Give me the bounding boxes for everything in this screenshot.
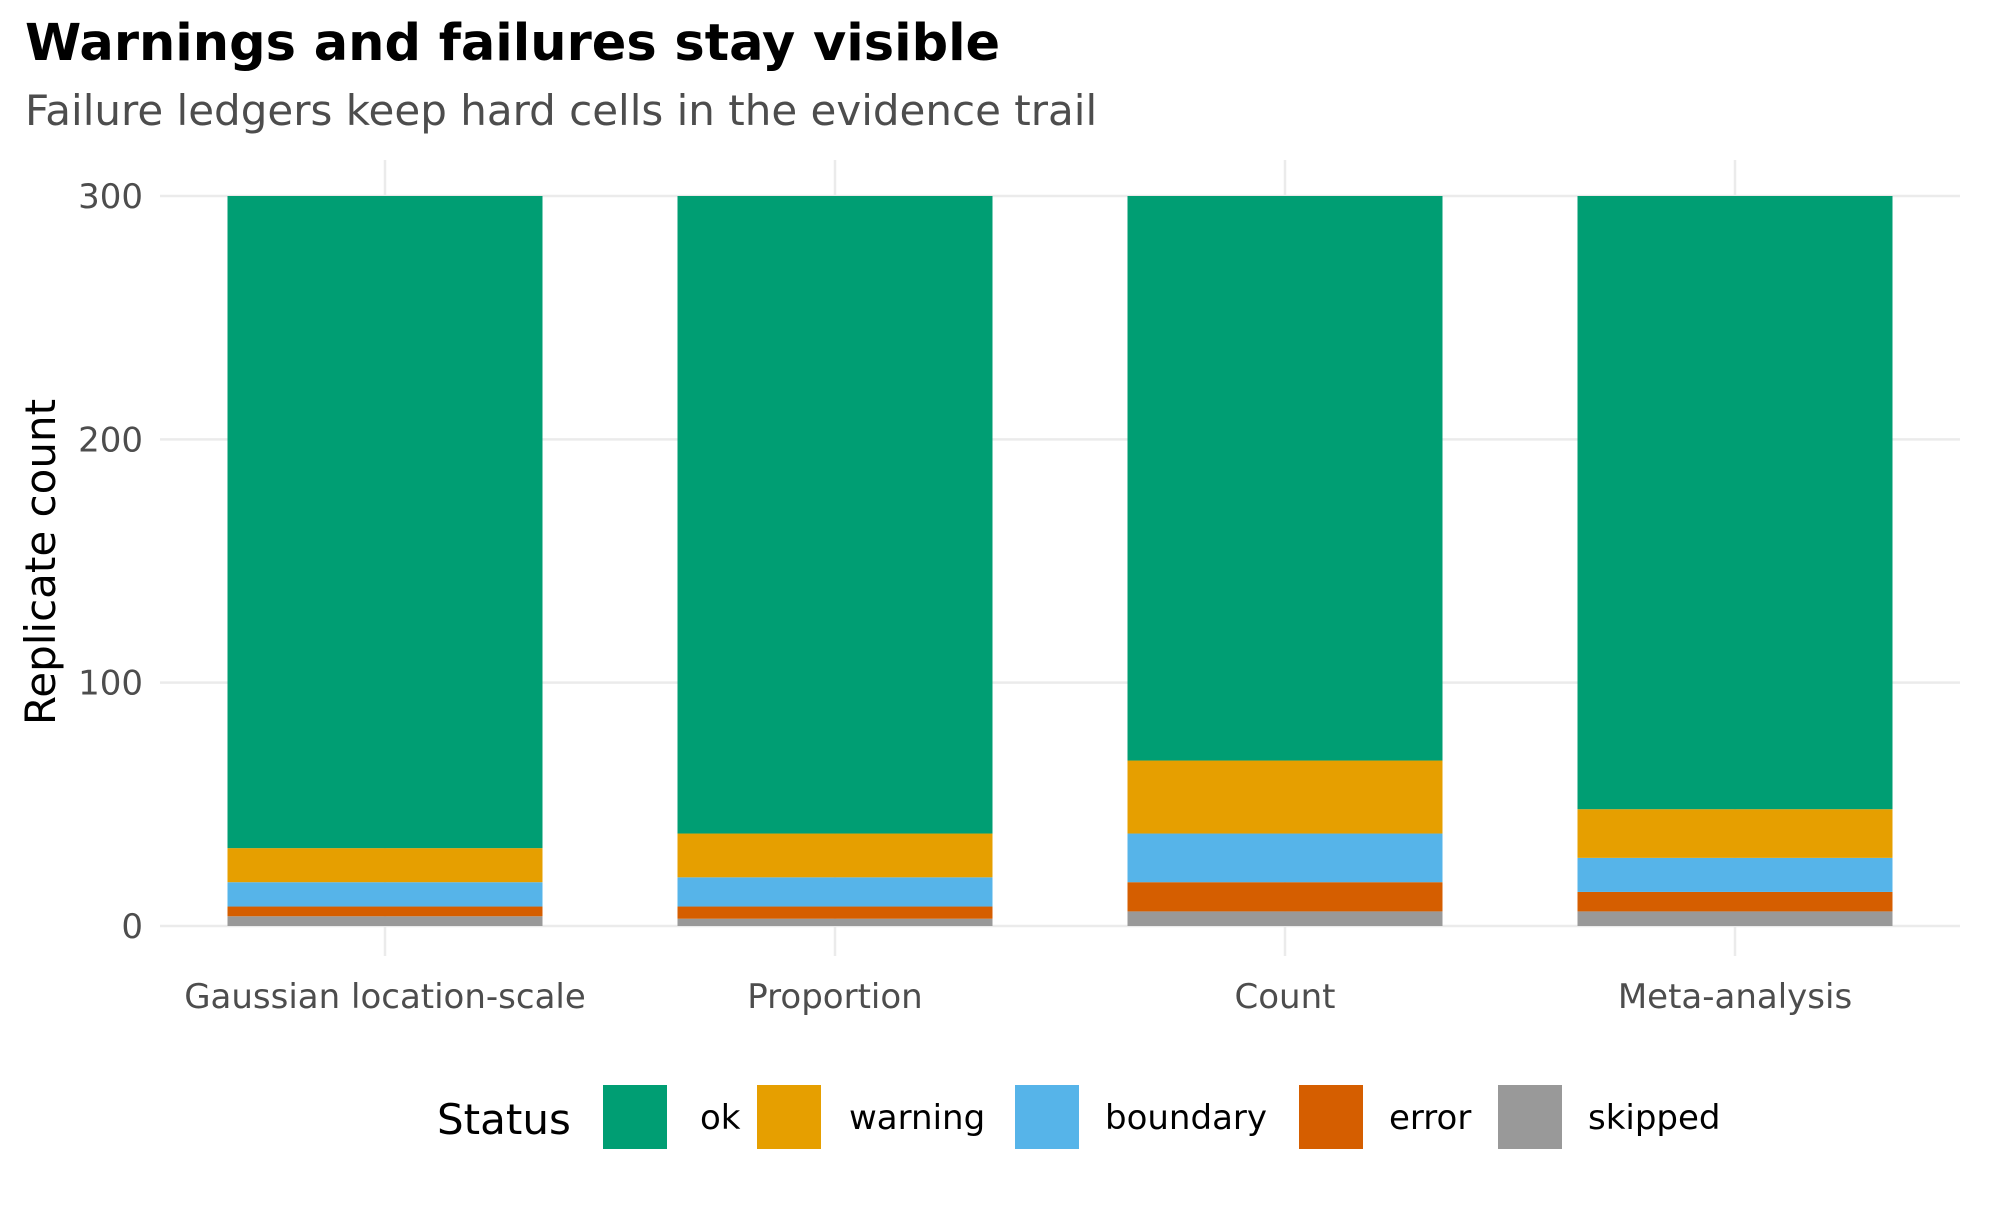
bar-segment-ok xyxy=(227,196,543,849)
y-tick-label: 200 xyxy=(78,420,143,460)
legend-key-skipped xyxy=(1498,1085,1562,1149)
x-tick-label: Gaussian location-scale xyxy=(184,977,586,1017)
x-tick-label: Count xyxy=(1235,977,1336,1017)
bar-segment-skipped xyxy=(1127,911,1443,926)
legend-title: Status xyxy=(437,1095,571,1144)
bar-segment-warning xyxy=(227,848,543,883)
x-tick-label: Meta-analysis xyxy=(1618,977,1852,1017)
legend-label-boundary: boundary xyxy=(1105,1098,1267,1138)
bar-segment-skipped xyxy=(227,916,543,926)
bars xyxy=(227,196,1893,926)
chart-title: Warnings and failures stay visible xyxy=(25,14,1001,73)
bar-segment-boundary xyxy=(677,877,993,907)
y-axis-title: Replicate count xyxy=(16,399,65,725)
bar-segment-skipped xyxy=(677,918,993,926)
legend-label-skipped: skipped xyxy=(1588,1098,1721,1138)
bar-segment-warning xyxy=(1127,760,1443,834)
bar-segment-error xyxy=(1577,891,1893,912)
x-tick-label: Proportion xyxy=(747,977,922,1017)
y-tick-label: 100 xyxy=(78,664,143,704)
bar-segment-error xyxy=(677,906,993,919)
legend-key-ok xyxy=(603,1085,667,1149)
y-tick-label: 300 xyxy=(78,177,143,217)
bar-segment-warning xyxy=(677,833,993,878)
bar-segment-warning xyxy=(1577,809,1893,858)
legend-key-boundary xyxy=(1015,1085,1079,1149)
bar-segment-boundary xyxy=(1127,833,1443,883)
legend-key-warning xyxy=(757,1085,821,1149)
y-axis-ticks: 0 100 200 300 xyxy=(78,177,143,947)
legend: Status ok warning boundary error skipped xyxy=(437,1085,1721,1149)
legend-label-error: error xyxy=(1389,1098,1471,1138)
bar-segment-ok xyxy=(1127,196,1443,761)
chart-subtitle: Failure ledgers keep hard cells in the e… xyxy=(25,86,1098,135)
bar-segment-boundary xyxy=(227,882,543,907)
bar-segment-skipped xyxy=(1577,911,1893,926)
bar-segment-boundary xyxy=(1577,857,1893,892)
bar-segment-error xyxy=(227,906,543,917)
bar-segment-ok xyxy=(677,196,993,834)
x-axis-ticks: Gaussian location-scale Proportion Count Me… xyxy=(184,977,1852,1017)
bar-segment-ok xyxy=(1577,196,1893,810)
legend-label-ok: ok xyxy=(700,1098,741,1138)
legend-label-warning: warning xyxy=(849,1098,985,1138)
bar-segment-error xyxy=(1127,882,1443,912)
legend-key-error xyxy=(1299,1085,1363,1149)
y-tick-label: 0 xyxy=(121,907,143,947)
